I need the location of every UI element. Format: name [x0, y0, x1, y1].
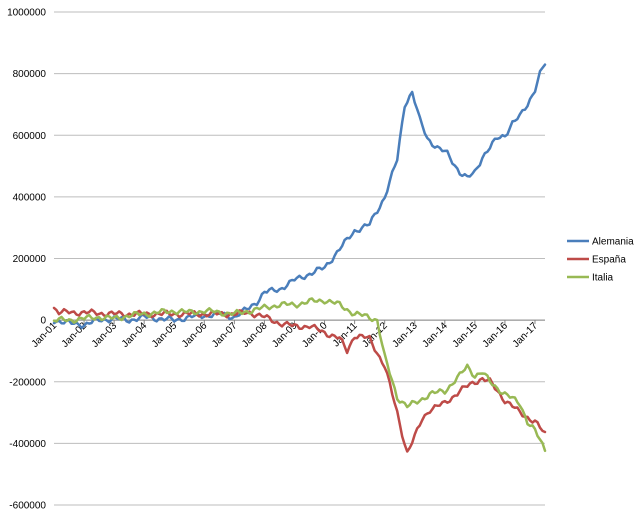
y-tick-label: 600000: [13, 131, 47, 142]
legend-label-españa: España: [592, 255, 626, 266]
y-tick-label: 200000: [13, 254, 47, 265]
y-tick-label: 400000: [13, 192, 47, 203]
legend-label-alemania: Alemania: [592, 237, 634, 248]
y-tick-label: -200000: [9, 377, 46, 388]
x-tick-label: Jan-03: [90, 320, 120, 350]
x-tick-label: Jan-15: [451, 320, 481, 350]
y-tick-label: 1000000: [7, 8, 46, 19]
x-tick-label: Jan-07: [210, 320, 240, 350]
x-tick-label: Jan-16: [481, 320, 511, 350]
series-line-italia: [52, 297, 547, 453]
x-tick-label: Jan-17: [511, 320, 541, 350]
series-line-alemania: [52, 63, 547, 330]
x-tick-label: Jan-05: [150, 320, 180, 350]
gridlines: [54, 11, 545, 506]
x-tick-label: Jan-14: [421, 320, 451, 350]
x-tick-label: Jan-13: [390, 320, 420, 350]
y-tick-label: -400000: [9, 439, 46, 450]
y-axis-tick-labels: 1000000 800000 600000 400000 200000 0 -200000 -…: [7, 8, 46, 512]
y-tick-label: 800000: [13, 69, 47, 80]
legend-label-italia: Italia: [592, 273, 614, 284]
y-tick-label: -600000: [9, 501, 46, 512]
legend: Alemania España Italia: [567, 237, 634, 284]
x-tick-label: Jan-12: [360, 320, 390, 350]
y-tick-label: 0: [40, 316, 46, 327]
x-tick-label: Jan-04: [120, 320, 150, 350]
series-lines: [52, 63, 547, 453]
x-tick-label: Jan-08: [240, 320, 270, 350]
x-tick-label: Jan-06: [180, 320, 210, 350]
